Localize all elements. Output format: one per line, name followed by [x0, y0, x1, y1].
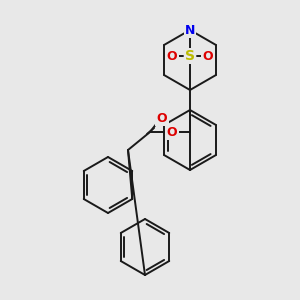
Text: O: O: [167, 50, 177, 62]
Text: O: O: [157, 112, 167, 124]
Text: S: S: [185, 49, 195, 63]
Text: O: O: [167, 125, 177, 139]
Text: O: O: [203, 50, 213, 62]
Text: N: N: [185, 23, 195, 37]
Text: N: N: [185, 23, 195, 37]
